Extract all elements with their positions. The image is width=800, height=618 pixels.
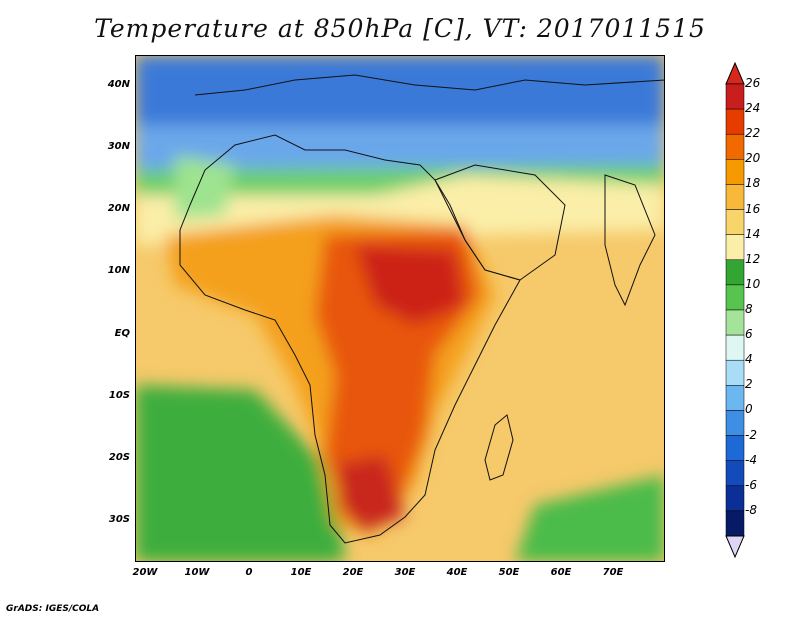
lon-label-40e: 40E: [446, 567, 468, 578]
colorbar-cell: [725, 385, 745, 411]
temperature-map: [135, 55, 665, 562]
lon-label-20e: 20E: [342, 567, 364, 578]
colorbar-label: 14: [745, 226, 761, 241]
colorbar-cell: [725, 284, 745, 311]
colorbar-cell: [725, 510, 745, 537]
europe-coastline: [194, 74, 665, 96]
colorbar-cell: [725, 410, 745, 436]
field-africa-core: [355, 245, 465, 325]
lon-label-30e: 30E: [394, 567, 416, 578]
map-frame: [135, 55, 665, 562]
colorbar-cells: [725, 83, 745, 537]
field-south-core: [335, 455, 405, 533]
lat-label-20n: 20N: [107, 203, 130, 214]
lat-label-10s: 10S: [108, 390, 130, 401]
map-title: Temperature at 850hPa [C], VT: 201701151…: [94, 14, 706, 43]
lat-label-30s: 30S: [108, 514, 130, 525]
colorbar-label: 16: [745, 201, 761, 216]
lat-label-10n: 10N: [107, 265, 130, 276]
colorbar-underflow-triangle: [725, 535, 745, 558]
lat-label-40n: 40N: [107, 79, 130, 90]
colorbar-label: 4: [745, 352, 753, 367]
colorbar-overflow-triangle: [725, 62, 745, 85]
colorbar-cell: [725, 309, 745, 336]
colorbar-label: 22: [745, 126, 761, 141]
colorbar-cell: [725, 133, 745, 160]
colorbar-label: 10: [745, 276, 761, 291]
field-southeast-green: [515, 475, 665, 562]
colorbar-cell: [725, 435, 745, 461]
lon-label-50e: 50E: [498, 567, 520, 578]
colorbar-cell: [725, 108, 745, 135]
africa-coastline: [179, 134, 521, 544]
credit-text: GrADS: IGES/COLA: [6, 604, 100, 614]
lon-label-60e: 60E: [550, 567, 572, 578]
field-north-blue: [135, 55, 665, 125]
colorbar-cell: [725, 485, 745, 512]
colorbar: [725, 62, 745, 558]
coastlines: [179, 74, 665, 544]
colorbar-label: 18: [745, 176, 761, 191]
colorbar-cell: [725, 259, 745, 286]
colorbar-label: 26: [745, 76, 761, 90]
colorbar-cell: [725, 209, 745, 235]
colorbar-label: 2: [745, 377, 753, 392]
colorbar-cell: [725, 460, 745, 487]
colorbar-label: -2: [745, 427, 757, 442]
colorbar-label: 0: [745, 402, 753, 417]
field-southwest-green: [135, 385, 345, 562]
colorbar-cell: [725, 234, 745, 261]
colorbar-label: 24: [745, 101, 761, 116]
colorbar-cell: [725, 184, 745, 210]
colorbar-cell: [725, 334, 745, 361]
colorbar-cell: [725, 159, 745, 185]
colorbar-label: -4: [745, 452, 757, 467]
colorbar-label: -6: [745, 477, 757, 492]
lon-label-10e: 10E: [290, 567, 312, 578]
colorbar-cell: [725, 359, 745, 386]
colorbar-label: 8: [745, 302, 753, 316]
india-coastline: [604, 174, 656, 307]
lat-label-20s: 20S: [108, 452, 130, 463]
colorbar-label: 6: [745, 327, 753, 342]
lon-label-70e: 70E: [602, 567, 624, 578]
madagascar-coastline: [484, 414, 514, 481]
colorbar-label: -8: [745, 502, 757, 517]
colorbar-label: 12: [745, 251, 761, 266]
lat-label-eq: EQ: [114, 328, 130, 339]
lon-label-20w: 20W: [132, 567, 158, 578]
arabia-coastline: [434, 164, 566, 281]
lon-label-0: 0: [245, 567, 253, 578]
lon-label-10w: 10W: [184, 567, 210, 578]
colorbar-cell: [725, 83, 745, 110]
colorbar-label: 20: [745, 151, 761, 166]
lat-label-30n: 30N: [107, 141, 130, 152]
